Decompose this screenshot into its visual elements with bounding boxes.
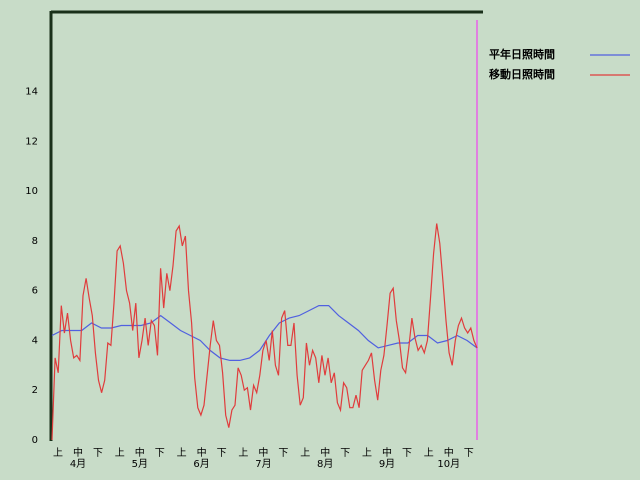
legend-label: 平年日照時間 — [489, 47, 555, 61]
month-label: 5月 — [132, 458, 148, 470]
month-label: 10月 — [437, 458, 460, 470]
y-tick-label: 0 — [32, 435, 38, 446]
x-tick-label: 中 — [73, 446, 83, 459]
x-tick-label: 上 — [177, 447, 187, 459]
x-tick-label: 中 — [382, 446, 392, 459]
month-label: 6月 — [193, 458, 209, 470]
x-tick-label: 中 — [320, 446, 330, 459]
x-tick-label: 上 — [238, 447, 248, 459]
x-tick-label: 上 — [424, 447, 434, 459]
y-tick-label: 10 — [25, 186, 38, 197]
x-tick-label: 中 — [135, 446, 145, 459]
month-label: 4月 — [70, 458, 86, 470]
y-tick-label: 12 — [25, 136, 38, 147]
month-label: 8月 — [317, 458, 333, 470]
month-label: 7月 — [255, 458, 271, 470]
x-tick-label: 中 — [444, 446, 454, 459]
x-tick-label: 中 — [258, 446, 268, 459]
x-tick-label: 上 — [362, 447, 372, 459]
x-tick-label: 下 — [93, 448, 103, 459]
y-tick-label: 4 — [32, 335, 38, 346]
x-tick-label: 下 — [278, 448, 288, 459]
x-tick-label: 下 — [340, 448, 350, 459]
x-tick-label: 下 — [402, 448, 412, 459]
series-line — [51, 305, 478, 361]
x-tick-label: 上 — [300, 447, 310, 459]
y-tick-label: 6 — [32, 286, 38, 297]
x-tick-label: 下 — [155, 448, 165, 459]
x-tick-label: 中 — [197, 446, 207, 459]
x-tick-label: 下 — [464, 448, 474, 459]
y-tick-label: 8 — [32, 236, 38, 247]
legend-label: 移動日照時間 — [489, 67, 555, 81]
y-tick-label: 14 — [25, 87, 38, 98]
x-tick-label: 上 — [115, 447, 125, 459]
month-label: 9月 — [379, 458, 395, 470]
x-tick-label: 上 — [53, 447, 63, 459]
x-tick-label: 下 — [217, 448, 227, 459]
y-tick-label: 2 — [32, 385, 38, 396]
series-line — [51, 223, 478, 441]
